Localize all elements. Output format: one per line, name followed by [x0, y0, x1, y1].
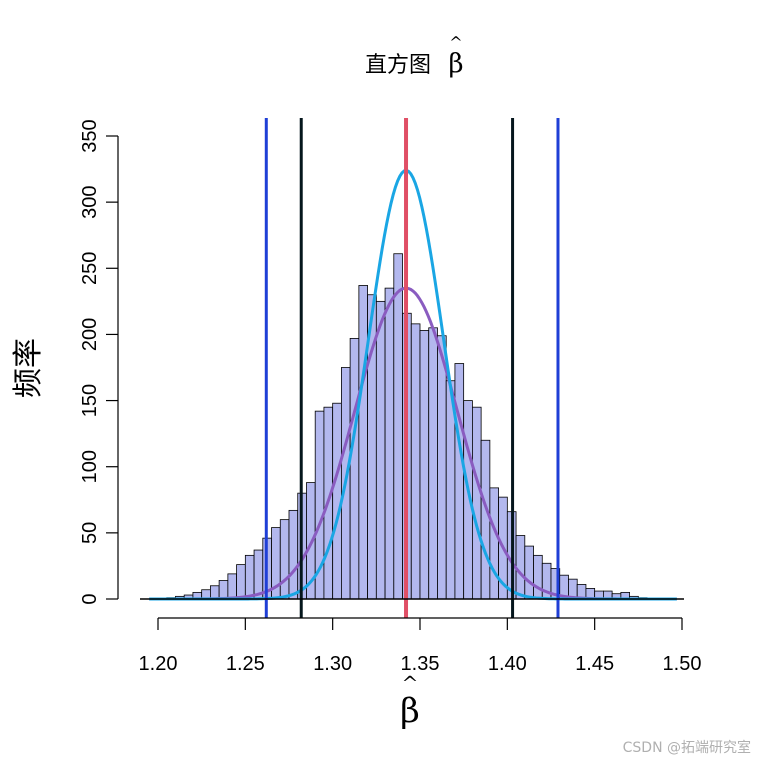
histogram-bar [437, 335, 447, 600]
histogram-bar [410, 323, 421, 600]
x-tick-label: 1.40 [488, 653, 527, 675]
x-tick-label: 1.20 [139, 653, 178, 675]
histogram-bar [471, 406, 482, 600]
histogram-bar [218, 580, 229, 600]
x-axis-label: β [400, 691, 420, 731]
y-axis-label: 频率 [11, 338, 46, 398]
y-tick-label: 0 [79, 593, 101, 604]
histogram-bar [454, 363, 465, 600]
y-tick-label: 200 [79, 318, 101, 351]
y-tick-label: 50 [79, 522, 101, 544]
x-tick-label: 1.50 [663, 653, 702, 675]
histogram-bar [349, 337, 360, 600]
x-tick-label: 1.30 [313, 653, 352, 675]
histogram-bar [227, 573, 237, 600]
chart-title: 直方图 [365, 53, 431, 78]
y-tick-label: 150 [79, 384, 101, 417]
y-tick-label: 250 [79, 252, 101, 285]
histogram-bar [480, 439, 491, 600]
chart-title-symbol: β [448, 49, 463, 79]
histogram-bar [419, 330, 430, 600]
histogram-bar [515, 535, 526, 600]
y-tick-label: 300 [79, 185, 101, 218]
histogram-bar [375, 300, 386, 600]
histogram-bar [393, 253, 403, 600]
histogram-bar [244, 554, 255, 600]
x-tick-label: 1.45 [575, 653, 614, 675]
y-tick-label: 350 [79, 119, 101, 152]
histogram-bar [209, 585, 220, 600]
histogram-bar [279, 519, 290, 600]
x-tick-label: 1.25 [226, 653, 265, 675]
x-axis-hat-mark: ^ [402, 671, 419, 695]
watermark: CSDN @拓端研究室 [622, 740, 751, 756]
reference-lines [264, 118, 560, 618]
histogram-bar [489, 487, 499, 600]
axes [106, 135, 684, 630]
histogram-bar [358, 285, 368, 600]
histogram-bar [236, 564, 246, 600]
histogram-bar [524, 545, 534, 600]
title-hat-mark: ^ [449, 33, 462, 52]
histogram-bar [384, 287, 395, 600]
y-tick-label: 100 [79, 450, 101, 483]
histogram-bar [428, 327, 438, 600]
histogram-bar [288, 509, 299, 600]
x-tick-label: 1.35 [401, 653, 440, 675]
tick-labels: 1.20 1.25 1.30 1.35 1.40 1.45 1.50 0 50 100 150 200… [79, 119, 701, 675]
histogram-bar [533, 554, 543, 600]
